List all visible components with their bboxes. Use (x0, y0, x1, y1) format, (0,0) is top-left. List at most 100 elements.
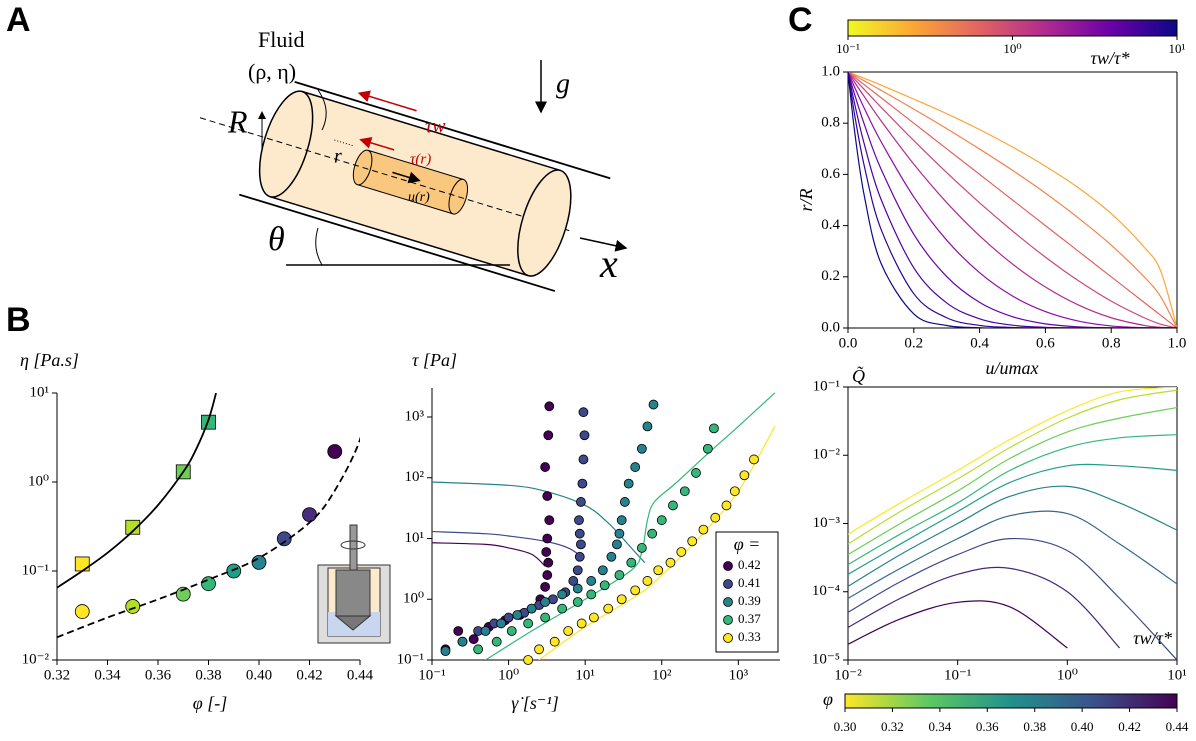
velocity-label: u(r) (408, 190, 430, 205)
marker (276, 531, 292, 547)
marker (251, 554, 267, 570)
marker (544, 515, 555, 526)
marker (606, 551, 617, 562)
y-tick-label: 10³ (405, 408, 425, 424)
x-tick-label: 0.42 (296, 667, 322, 683)
marker (540, 612, 551, 623)
y-tick-label: 10⁻¹ (22, 562, 49, 578)
x-tick-label: 0.2 (904, 335, 923, 351)
panel-label: A (6, 1, 31, 39)
data-line (848, 389, 1177, 545)
legend-box (715, 531, 779, 653)
legend-label: 0.33 (738, 629, 761, 644)
colorbar-label: τw/τ* (1091, 48, 1130, 68)
chart: 0.0 0.2 0.4 0.6 0.8 1.0 0.0 0.2 0.4 0.6 0.8 1.0 u/um… (796, 19, 1186, 378)
data-line (57, 393, 217, 589)
marker (473, 644, 484, 655)
data-line (432, 530, 583, 558)
marker (653, 565, 664, 576)
marker (702, 443, 713, 454)
r-label: r (334, 146, 342, 168)
data-line (848, 72, 1177, 328)
legend-label: 0.42 (738, 557, 761, 572)
marker (542, 570, 553, 580)
marker (563, 626, 574, 636)
chart: 0.32 0.34 0.36 0.38 0.40 0.42 0.44 10⁻² 10⁻¹ 10⁰ 1… (20, 350, 374, 713)
x-tick-label: 0.40 (246, 667, 272, 683)
x-tick-label: 0.8 (1102, 335, 1121, 351)
marker (579, 430, 590, 441)
data-line (848, 72, 1177, 328)
data-line (432, 481, 646, 564)
angle-label: θ (268, 221, 285, 258)
y-tick-label: 10⁻² (813, 447, 841, 463)
marker (626, 557, 637, 568)
data-line (848, 485, 1177, 587)
marker (636, 543, 647, 553)
marker (201, 576, 216, 592)
marker (549, 636, 560, 647)
marker (175, 586, 191, 602)
marker (574, 515, 584, 526)
y-tick-label: 10¹ (30, 384, 50, 400)
marker (647, 528, 658, 539)
marker (526, 603, 537, 614)
marker (534, 644, 544, 655)
marker (576, 618, 587, 629)
marker (576, 539, 586, 550)
x-tick-label: 0.0 (839, 335, 858, 351)
colorbar (844, 693, 1178, 709)
marker (636, 443, 647, 454)
legend-marker (723, 633, 733, 643)
radius-label: R (227, 103, 248, 139)
y-tick-label: 10⁻⁵ (812, 651, 840, 667)
y-tick-label: 10⁻² (22, 651, 50, 667)
legend-label: 0.37 (738, 611, 761, 626)
data-line (848, 72, 1177, 328)
y-tick-label: 0.0 (821, 319, 840, 335)
chart: 10⁻² 10⁻¹ 10⁰ 10¹ 10⁻⁵ 10⁻⁴ 10⁻³ 10⁻² 10⁻¹ τw/τ* Q… (812, 366, 1189, 734)
wall-stress-label: τw (425, 116, 446, 138)
marker (542, 533, 553, 544)
x-label: x (599, 241, 618, 286)
marker (630, 462, 641, 472)
x-axis-label: φ [-] (193, 693, 227, 713)
x-tick-label: 0.4 (970, 335, 989, 351)
marker (574, 528, 585, 539)
colorbar-tick-label: 0.40 (1071, 719, 1094, 734)
x-tick-label: 10⁻¹ (418, 667, 445, 683)
y-tick-label: 10⁻³ (813, 515, 841, 531)
marker (544, 401, 555, 412)
marker (739, 470, 750, 481)
marker (540, 581, 551, 592)
y-tick-label: 10⁰ (28, 473, 49, 489)
colorbar-tick-label: 0.36 (976, 719, 999, 734)
marker (125, 519, 141, 535)
legend-title: φ = (734, 534, 761, 554)
marker (577, 478, 588, 489)
y-tick-label: 0.4 (821, 217, 840, 233)
data-line (848, 72, 1177, 328)
marker (709, 423, 719, 434)
marker (642, 576, 653, 586)
colorbar-tick-label: 0.34 (928, 719, 951, 734)
x-axis-label: τw/τ* (1133, 628, 1172, 648)
marker (542, 491, 553, 501)
marker (668, 500, 678, 511)
y-tick-label: 10⁻¹ (397, 651, 424, 667)
x-tick-label: 10² (652, 667, 672, 683)
marker (572, 597, 583, 607)
marker (540, 462, 551, 472)
marker (578, 407, 589, 418)
x-tick-label: 10³ (729, 667, 749, 683)
marker (543, 430, 554, 441)
x-tick-label: 10¹ (575, 667, 595, 683)
legend-label: 0.39 (738, 593, 761, 608)
marker (616, 594, 627, 605)
marker (619, 497, 630, 507)
y-axis-label: η [Pa.s] (20, 350, 79, 370)
data-line (848, 72, 1177, 328)
marker (576, 497, 586, 507)
y-tick-label: 10⁻⁴ (812, 583, 840, 599)
colorbar-tick-label: 10¹ (1169, 41, 1186, 56)
